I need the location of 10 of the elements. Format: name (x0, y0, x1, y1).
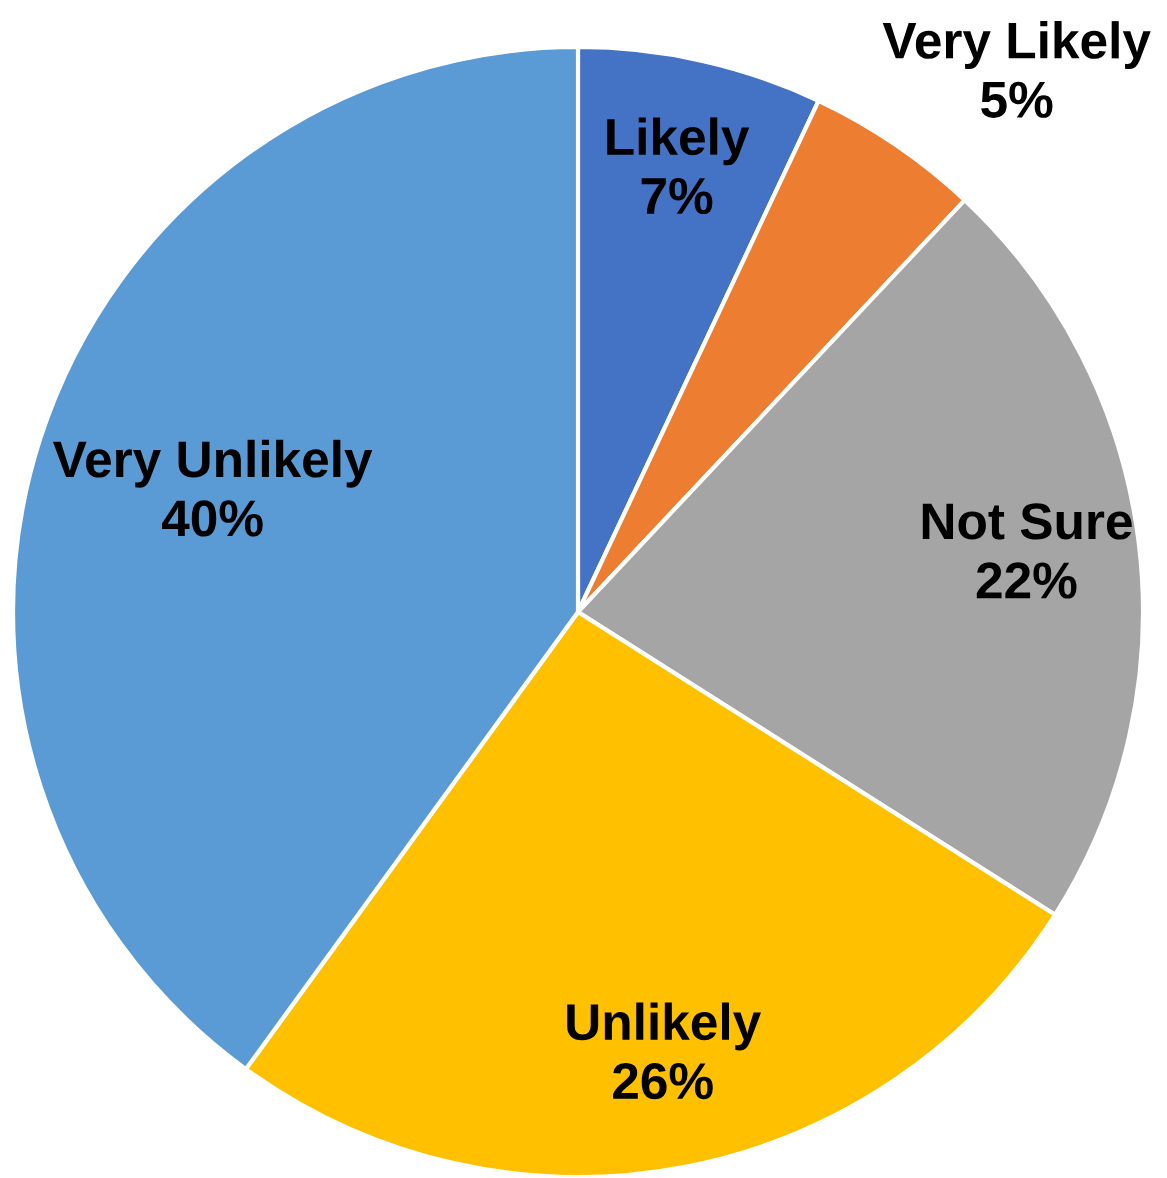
slice-label: Likely (607, 117, 750, 166)
slice-label: Very Likely (882, 21, 1151, 70)
data-label: 22% (976, 562, 1077, 599)
slice-label: Not Sure (922, 503, 1132, 540)
data-label: 7% (641, 177, 713, 215)
slice-label: Unlikely (567, 1002, 761, 1051)
slice-label: Very Unlikely (52, 439, 373, 488)
data-label: 40% (161, 500, 263, 537)
data-label: 26% (613, 1062, 713, 1100)
data-label: 5% (981, 81, 1053, 118)
